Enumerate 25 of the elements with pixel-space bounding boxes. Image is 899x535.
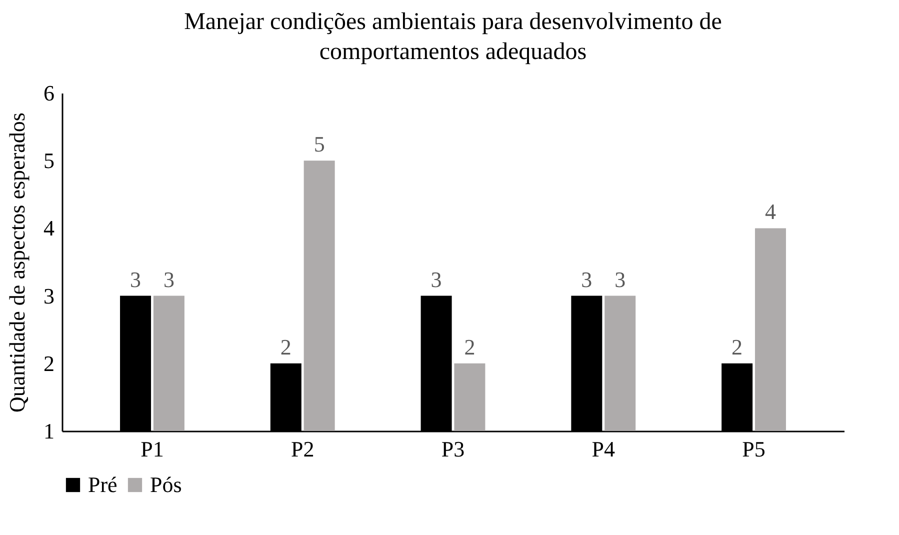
y-tick-label: 4 bbox=[44, 216, 54, 241]
data-label: 2 bbox=[280, 334, 292, 360]
data-label: 5 bbox=[314, 132, 325, 157]
x-tick-label: P5 bbox=[742, 436, 766, 462]
y-tick-label: 1 bbox=[44, 418, 54, 444]
data-label: 3 bbox=[430, 266, 442, 292]
data-label: 3 bbox=[614, 266, 626, 292]
data-label: 4 bbox=[764, 199, 776, 224]
data-label: 3 bbox=[163, 266, 174, 292]
data-label: 3 bbox=[581, 266, 592, 292]
x-tick-label: P3 bbox=[441, 436, 465, 462]
y-tick-label: 3 bbox=[44, 283, 54, 308]
x-tick-label: P2 bbox=[290, 436, 314, 462]
chart-title: Manejar condições ambientais para desenvolvimento de comportamentos adequados bbox=[184, 9, 722, 65]
legend-label: Pós bbox=[150, 472, 182, 497]
data-label: 2 bbox=[732, 334, 743, 360]
data-label: 2 bbox=[464, 334, 476, 360]
legend-label: Pré bbox=[88, 472, 118, 497]
y-axis-title: Quantidade de aspectos esperados bbox=[4, 112, 30, 412]
data-label: 3 bbox=[130, 266, 142, 292]
y-tick-label: 6 bbox=[44, 80, 54, 106]
x-tick-label: P4 bbox=[592, 436, 616, 462]
x-tick-label: P1 bbox=[140, 436, 164, 462]
y-tick-label: 2 bbox=[44, 350, 54, 376]
y-tick-label: 5 bbox=[44, 148, 54, 174]
